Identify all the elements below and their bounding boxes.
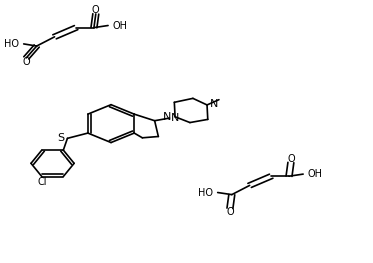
Text: HO: HO — [4, 39, 19, 49]
Text: HO: HO — [198, 188, 213, 198]
Text: N: N — [163, 112, 171, 122]
Text: O: O — [92, 5, 100, 15]
Text: OH: OH — [308, 169, 323, 179]
Text: O: O — [287, 154, 295, 164]
Text: N: N — [171, 113, 180, 123]
Text: Cl: Cl — [37, 177, 47, 187]
Text: OH: OH — [113, 21, 128, 31]
Text: O: O — [226, 207, 234, 217]
Text: N: N — [210, 99, 218, 109]
Text: S: S — [57, 133, 65, 143]
Text: O: O — [22, 57, 30, 67]
